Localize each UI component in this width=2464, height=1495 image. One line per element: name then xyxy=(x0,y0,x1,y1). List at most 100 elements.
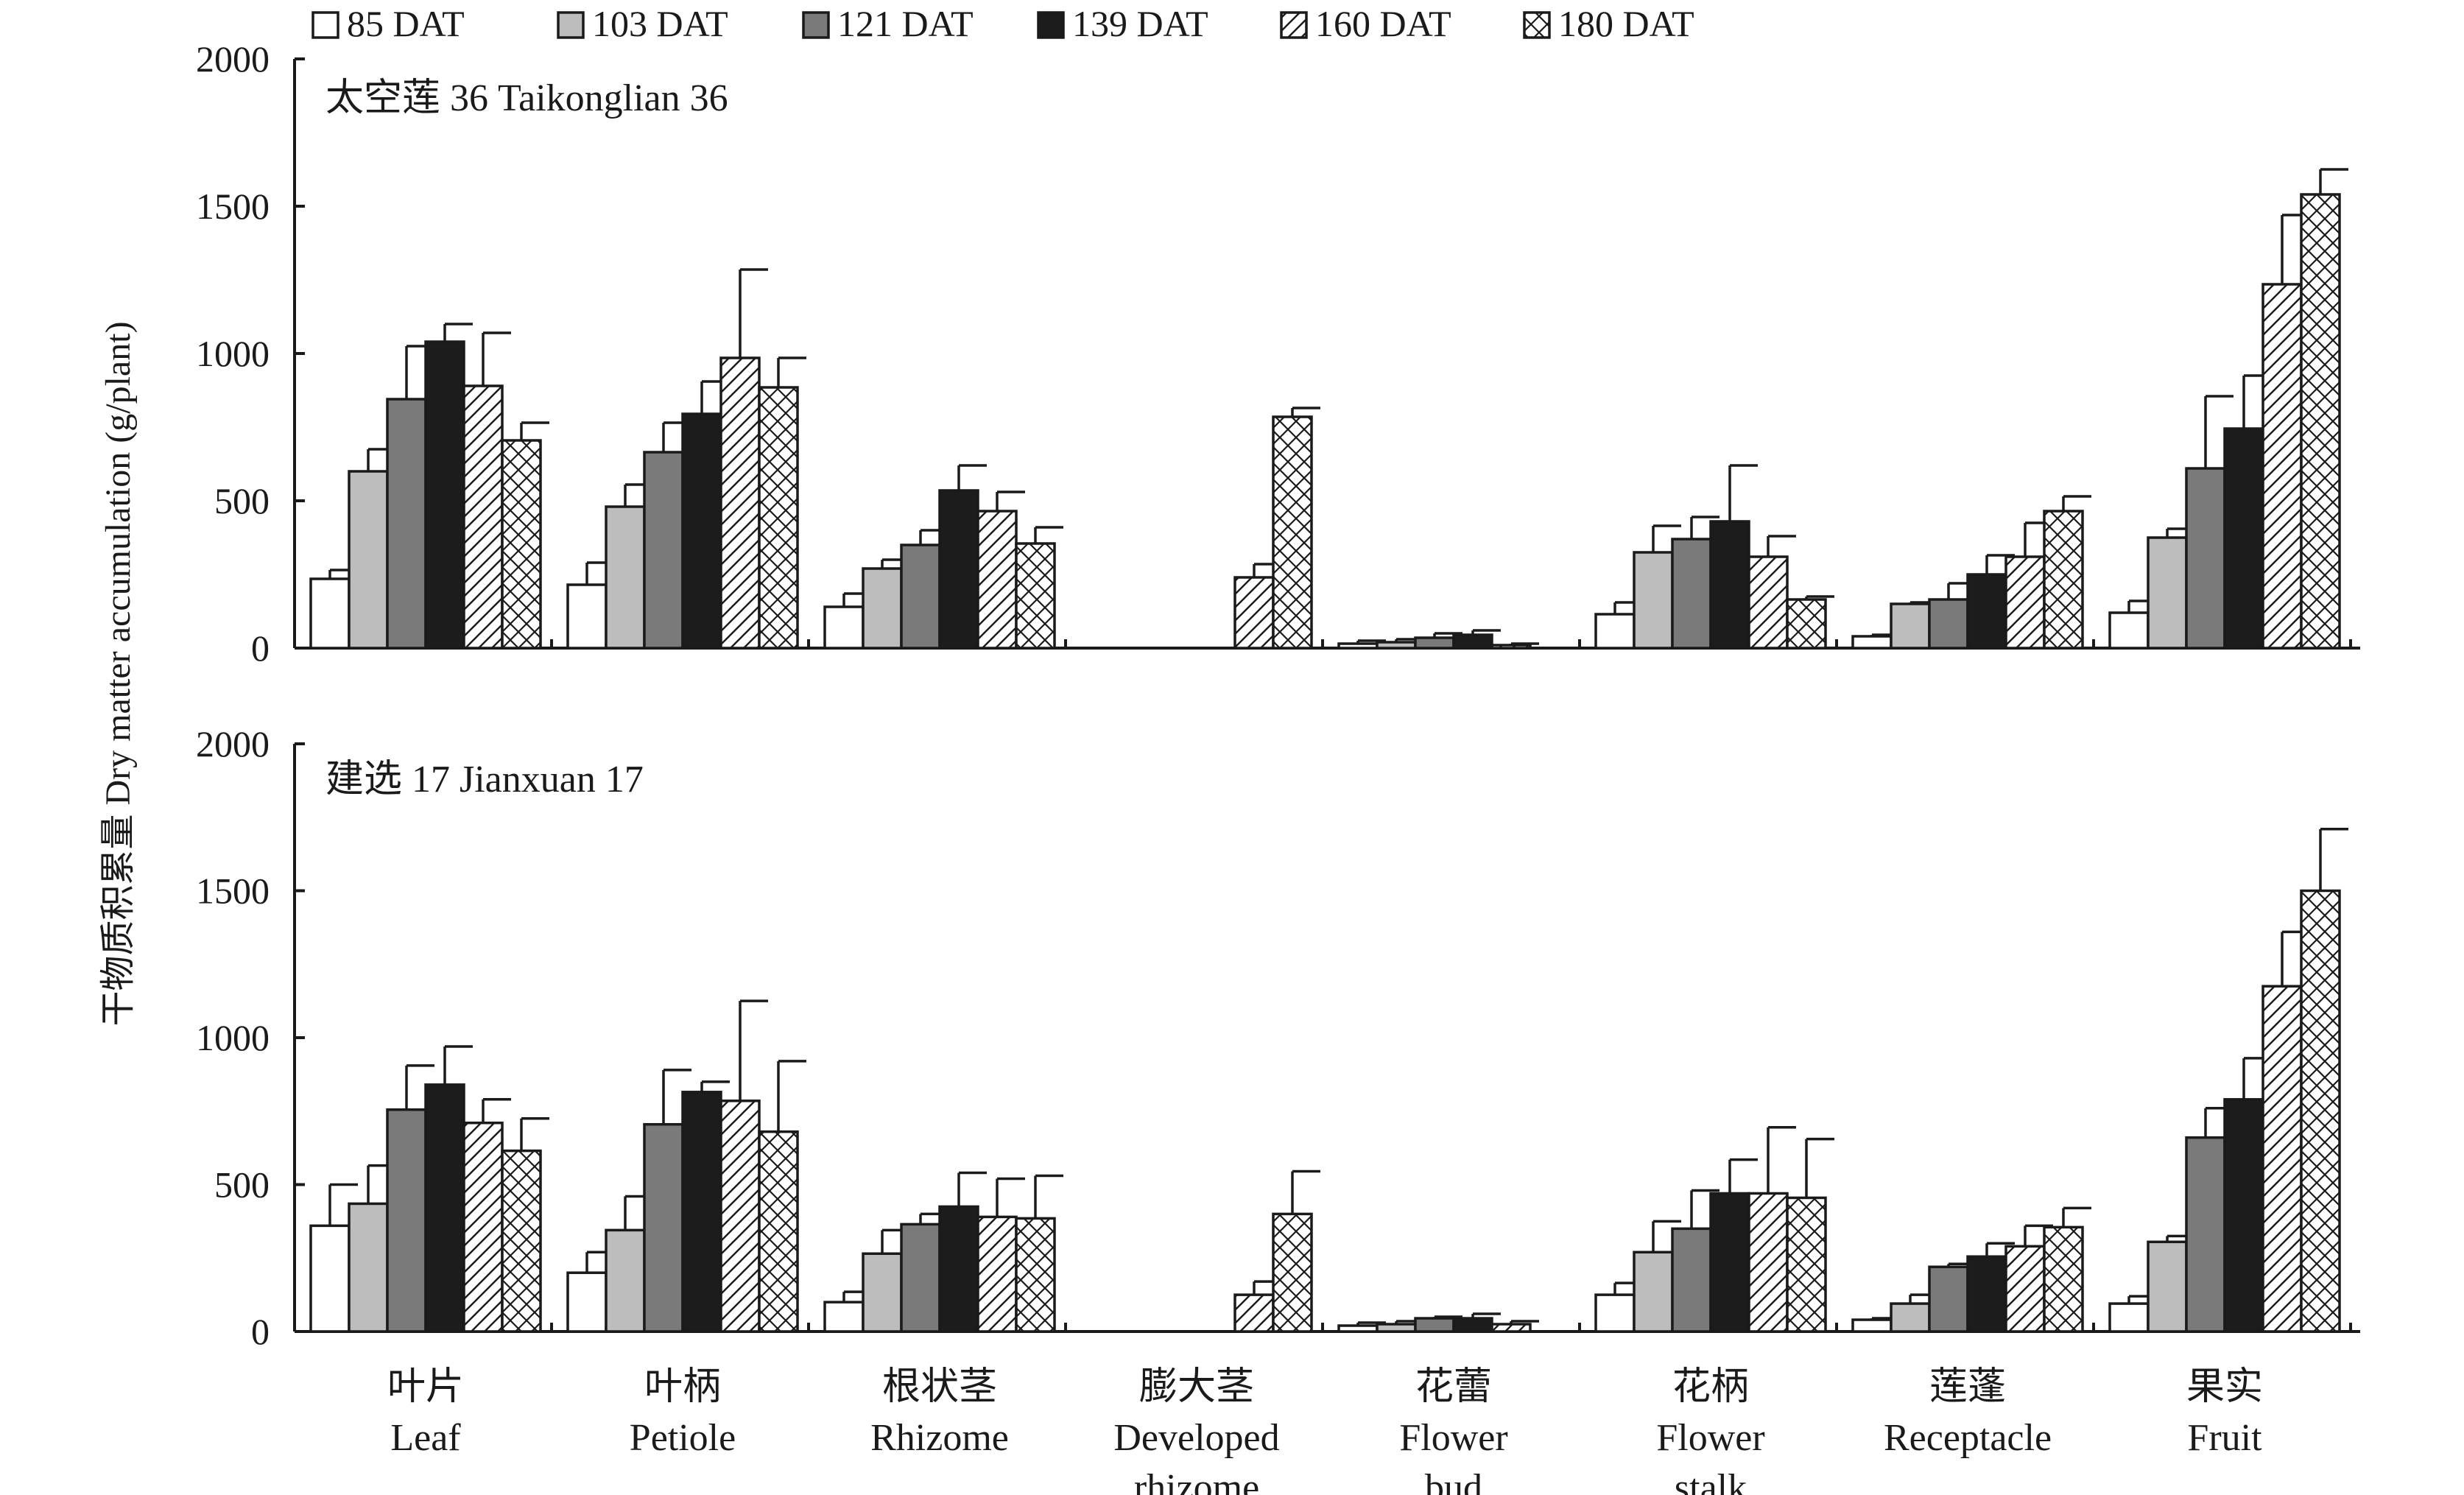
x-category-label: 叶柄 Petiole xyxy=(630,1366,736,1459)
x-category-en: stalk xyxy=(1675,1467,1747,1495)
bar xyxy=(2108,611,2150,650)
x-category-zh: 叶柄 xyxy=(644,1366,721,1408)
y-tick-label: 0 xyxy=(251,1311,270,1352)
bar xyxy=(976,510,1018,650)
y-tick-label: 2000 xyxy=(196,723,270,764)
legend-swatch xyxy=(1523,11,1551,39)
bar xyxy=(1747,1192,1789,1333)
bar xyxy=(1015,542,1056,650)
bar xyxy=(2043,510,2084,650)
x-category-label: 莲蓬 Receptacle xyxy=(1884,1366,2052,1459)
bar xyxy=(719,1100,761,1333)
x-category-label: 根状茎 Rhizome xyxy=(870,1366,1009,1459)
bar xyxy=(1747,555,1789,650)
bar xyxy=(681,412,722,650)
y-tick-label: 1000 xyxy=(196,333,270,374)
bar xyxy=(758,386,799,650)
bar xyxy=(1633,551,1674,650)
bar xyxy=(1594,1293,1636,1333)
bar xyxy=(1671,1227,1712,1333)
legend-item: 160 DAT xyxy=(1280,3,1451,44)
x-category-label: 膨大茎 Developed rhizome xyxy=(1113,1366,1279,1495)
y-tick-label: 2000 xyxy=(196,38,270,80)
bar xyxy=(938,1205,979,1333)
bar xyxy=(2300,889,2341,1333)
y-tick-label: 1000 xyxy=(196,1017,270,1058)
bar xyxy=(1015,1217,1056,1333)
bar xyxy=(1233,576,1275,650)
bar xyxy=(1709,1192,1750,1333)
bar xyxy=(2223,427,2264,650)
bar xyxy=(462,384,504,650)
bar xyxy=(862,1252,903,1333)
bar xyxy=(2261,283,2303,650)
bar xyxy=(1851,635,1893,650)
bar xyxy=(2004,1245,2046,1333)
bar xyxy=(2185,1136,2226,1333)
bar xyxy=(2300,193,2341,650)
bar xyxy=(900,544,941,650)
panel-jianxuan-17: 建选 17 Jianxuan 17 0 500 1000 1500 2000 xyxy=(196,723,2360,1352)
y-axis-label: 干物质积累量 Dry matter accumulation (g/plant) xyxy=(99,321,138,1026)
legend-swatch xyxy=(802,11,830,39)
x-category-label: 叶片 Leaf xyxy=(387,1366,464,1459)
bar xyxy=(2261,985,2303,1333)
y-tick-label: 500 xyxy=(214,480,270,521)
legend-label: 85 DAT xyxy=(347,3,465,44)
x-category-en: bud xyxy=(1425,1467,1482,1495)
bar xyxy=(1490,644,1532,650)
x-category-zh: 果实 xyxy=(2186,1366,2263,1408)
y-tick-label: 1500 xyxy=(196,870,270,912)
bar xyxy=(1633,1250,1674,1333)
bar xyxy=(1233,1293,1275,1333)
legend-label: 121 DAT xyxy=(837,3,974,44)
bar xyxy=(2108,1302,2150,1333)
x-category-en: Rhizome xyxy=(870,1417,1009,1459)
bar xyxy=(1272,415,1313,650)
legend-item: 103 DAT xyxy=(557,3,728,44)
bar xyxy=(1671,538,1712,650)
bar xyxy=(2223,1098,2264,1333)
bar xyxy=(1786,598,1827,650)
bar xyxy=(348,470,389,650)
x-category-en: Flower xyxy=(1399,1417,1507,1459)
x-category-en: Receptacle xyxy=(1884,1417,2052,1459)
bar xyxy=(566,583,608,650)
legend-item: 121 DAT xyxy=(802,3,974,44)
bar xyxy=(758,1130,799,1333)
bar xyxy=(2147,1240,2188,1333)
bar xyxy=(2004,555,2046,650)
y-tick-label: 500 xyxy=(214,1164,270,1206)
legend-swatch xyxy=(311,11,339,39)
x-category-zh: 花蕾 xyxy=(1415,1366,1492,1408)
legend-swatch xyxy=(1280,11,1308,39)
bar xyxy=(823,1301,865,1333)
bar xyxy=(1414,636,1455,650)
bar xyxy=(309,1224,351,1333)
bar xyxy=(1594,613,1636,650)
legend-label: 139 DAT xyxy=(1072,3,1208,44)
y-tick-label: 1500 xyxy=(196,186,270,227)
bar xyxy=(501,439,542,650)
bar xyxy=(386,398,427,650)
bar xyxy=(462,1121,504,1333)
x-category-zh: 根状茎 xyxy=(882,1366,997,1408)
bar xyxy=(348,1202,389,1333)
bar xyxy=(1890,1302,1931,1333)
bar xyxy=(2147,536,2188,650)
bar xyxy=(1851,1318,1893,1333)
bar xyxy=(1966,573,2007,650)
legend-item: 139 DAT xyxy=(1037,3,1208,44)
bar xyxy=(1337,1324,1379,1333)
bar xyxy=(900,1223,941,1333)
x-category-en: rhizome xyxy=(1134,1467,1259,1495)
bar xyxy=(1376,641,1417,650)
bar xyxy=(643,451,684,650)
x-category-zh: 莲蓬 xyxy=(1929,1366,2006,1408)
bar xyxy=(605,505,646,650)
bar xyxy=(2043,1225,2084,1333)
x-axis-categories: 叶片 Leaf 叶柄 Petiole 根状茎 Rhizome 膨大茎 Developed rhi… xyxy=(387,1366,2263,1495)
legend-label: 160 DAT xyxy=(1315,3,1451,44)
bar xyxy=(681,1091,722,1333)
